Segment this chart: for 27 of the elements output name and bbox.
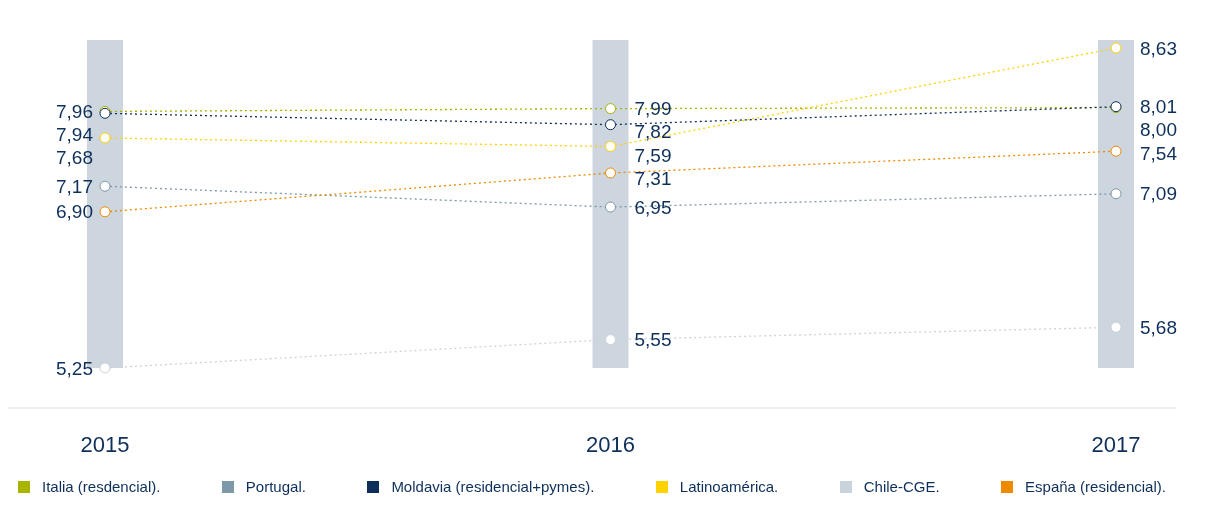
data-label: 7,31 (634, 167, 672, 189)
data-label: 6,90 (56, 201, 93, 223)
data-label: 7,54 (1140, 142, 1178, 164)
legend-label: Moldavia (residencial+pymes). (390, 478, 595, 495)
legend-label: Latinoamérica. (678, 478, 779, 495)
data-label: 8,00 (1140, 119, 1177, 141)
x-tick-label: 2016 (586, 431, 635, 457)
data-label: 7,94 (56, 124, 94, 146)
data-label: 5,68 (1140, 316, 1177, 338)
data-label: 7,82 (634, 121, 672, 143)
data-label: 7,68 (56, 147, 93, 169)
legend-label: Italia (resdencial). (41, 478, 161, 495)
data-label: 7,09 (1140, 183, 1177, 205)
x-tick-label: 2015 (80, 431, 130, 457)
legend-label: España (residencial). (1024, 478, 1166, 495)
data-label: 6,95 (634, 196, 672, 218)
data-label: 5,25 (56, 357, 93, 379)
legend-label: Portugal. (244, 478, 306, 495)
data-label: 8,63 (1140, 37, 1177, 59)
x-tick-label: 2017 (1091, 431, 1141, 457)
data-label: 8,01 (1140, 96, 1177, 118)
legend-label: Chile-CGE. (862, 478, 940, 495)
data-label: 7,59 (634, 144, 672, 166)
data-label: 5,55 (634, 329, 672, 351)
data-label: 7,96 (56, 101, 93, 123)
data-label: 7,17 (56, 175, 93, 197)
data-label: 7,99 (634, 98, 672, 120)
